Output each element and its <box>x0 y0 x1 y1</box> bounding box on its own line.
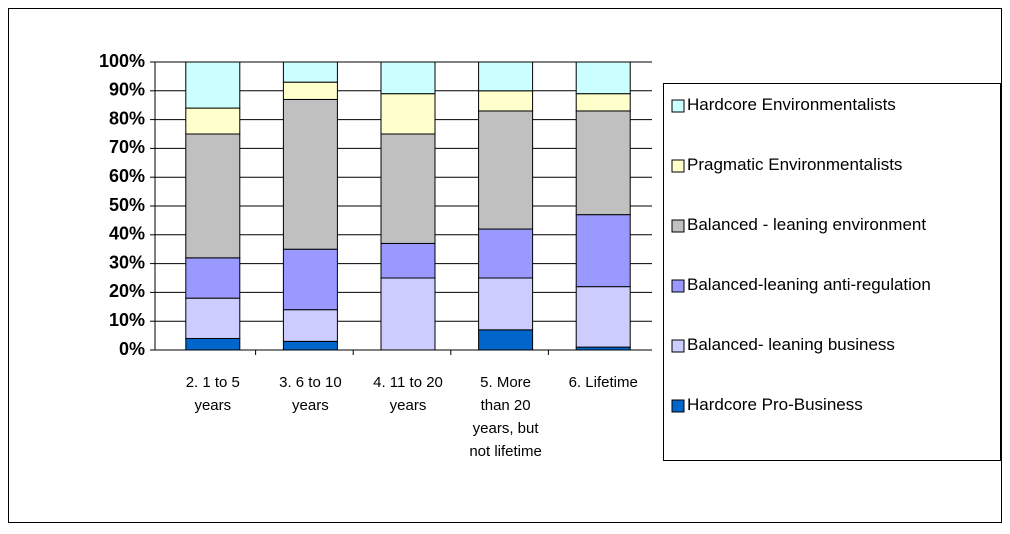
bar-segment <box>185 61 241 109</box>
bar-segment <box>380 133 436 244</box>
bar-segment <box>478 277 534 331</box>
bar-segment <box>380 242 436 279</box>
y-tick-label: 60% <box>109 166 145 186</box>
bar-segment <box>380 277 436 351</box>
bar-segment <box>282 81 338 100</box>
bar-segment <box>478 110 534 230</box>
bar-segment <box>185 297 241 339</box>
x-tick-label: 2. 1 to 5 years <box>186 374 240 414</box>
bar-segment <box>478 61 534 92</box>
x-tick-label: 4. 11 to 20 years <box>373 374 443 414</box>
legend-label: Balanced-leaning anti-regulation <box>687 275 931 294</box>
x-tick-label: 5. More than 20 years, but not lifetime <box>469 374 542 460</box>
bar-segment <box>282 309 338 342</box>
bar-segment <box>185 133 241 259</box>
y-tick-label: 30% <box>109 252 145 272</box>
legend-swatch <box>671 399 685 413</box>
legend-swatch <box>671 219 685 233</box>
legend-label: Pragmatic Environmentalists <box>687 155 902 174</box>
legend-swatch <box>671 99 685 113</box>
y-tick-label: 0% <box>119 339 145 359</box>
legend-label: Balanced- leaning business <box>687 335 895 354</box>
bar-segment <box>282 340 338 351</box>
bar-segment <box>575 61 631 95</box>
y-tick-label: 90% <box>109 80 145 100</box>
y-tick-label: 100% <box>99 51 145 71</box>
y-tick-label: 20% <box>109 281 145 301</box>
y-tick-label: 50% <box>109 195 145 215</box>
y-tick-label: 70% <box>109 137 145 157</box>
bar-segment <box>282 98 338 250</box>
bar-segment <box>575 110 631 216</box>
legend-label: Balanced - leaning environment <box>687 215 926 234</box>
legend-swatch <box>671 159 685 173</box>
legend-label: Hardcore Pro-Business <box>687 395 863 414</box>
bar-segment <box>478 90 534 112</box>
y-tick-label: 80% <box>109 108 145 128</box>
bar-segment <box>380 93 436 135</box>
bar-segment <box>282 61 338 83</box>
x-tick-label: 3. 6 to 10 years <box>279 374 342 414</box>
x-tick-label: 6. Lifetime <box>569 374 638 391</box>
bar-segment <box>478 329 534 351</box>
bar-segment <box>575 93 631 112</box>
bar-segment <box>282 248 338 311</box>
bar-segment <box>380 61 436 95</box>
legend-swatch <box>671 339 685 353</box>
y-tick-label: 10% <box>109 310 145 330</box>
legend-box <box>663 83 1001 461</box>
legend-swatch <box>671 279 685 293</box>
legend-label: Hardcore Environmentalists <box>687 95 896 114</box>
bar-segment <box>575 214 631 288</box>
bar-segment <box>575 286 631 348</box>
bar-segment <box>185 257 241 299</box>
bar-segment <box>478 228 534 279</box>
bar-segment <box>185 337 241 351</box>
y-tick-label: 40% <box>109 224 145 244</box>
bar-segment <box>185 107 241 135</box>
